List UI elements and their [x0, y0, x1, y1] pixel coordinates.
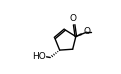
Text: O: O [84, 27, 91, 36]
Text: HO: HO [32, 52, 46, 61]
Text: O: O [70, 14, 77, 23]
